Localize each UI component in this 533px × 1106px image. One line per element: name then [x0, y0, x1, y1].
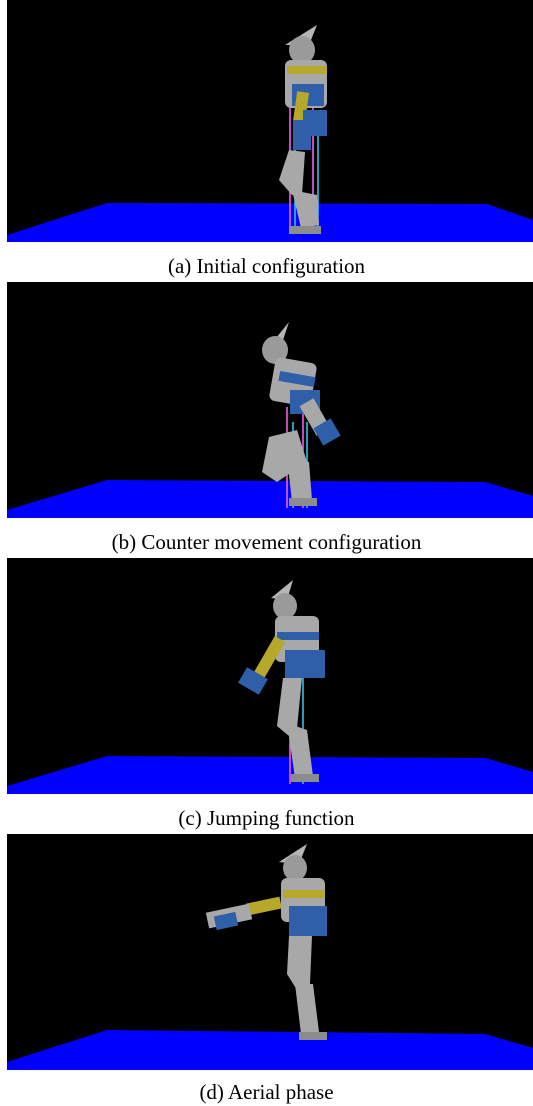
figure-a-caption: (a) Initial configuration	[167, 254, 366, 278]
humanoid-robot	[238, 580, 325, 782]
figure-d-simulation-image	[7, 834, 533, 1070]
humanoid-robot	[262, 322, 341, 506]
figure-c-caption: (c) Jumping function	[178, 806, 355, 830]
floor-plane	[7, 1030, 533, 1070]
floor-plane	[7, 756, 533, 794]
figure-d-caption: (d) Aerial phase	[199, 1080, 334, 1104]
floor-plane	[7, 480, 533, 518]
figure-b-caption: (b) Counter movement configuration	[111, 530, 422, 554]
figure-a-simulation-image	[7, 0, 533, 242]
humanoid-robot	[279, 25, 327, 234]
figure-b-simulation-image	[7, 282, 533, 518]
figure-c-simulation-image	[7, 558, 533, 794]
floor-plane	[7, 203, 533, 242]
humanoid-robot	[205, 844, 327, 1040]
